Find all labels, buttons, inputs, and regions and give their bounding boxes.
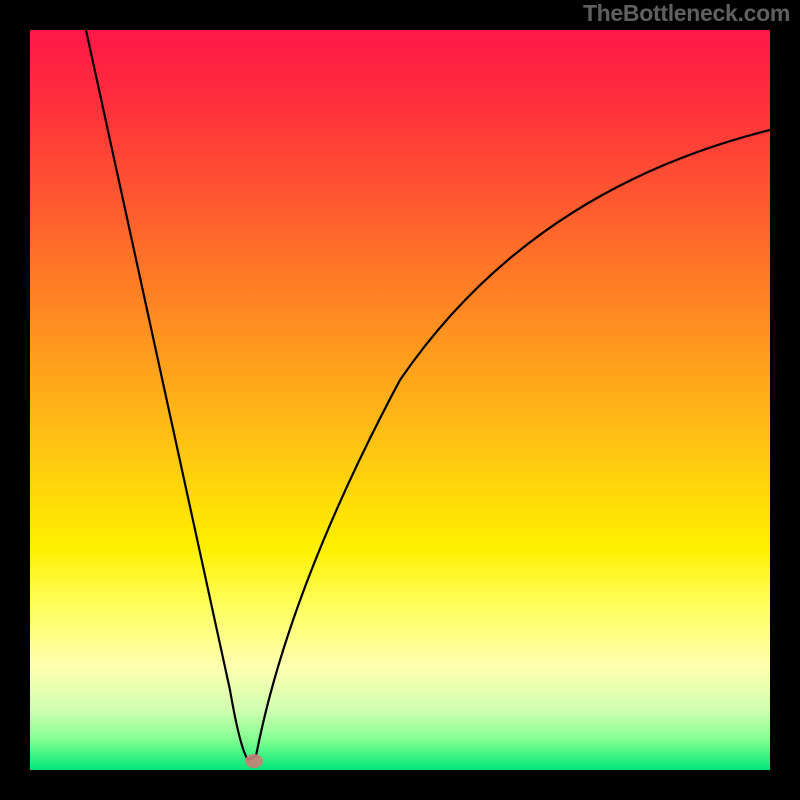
optimal-point-marker xyxy=(245,754,263,768)
bottleneck-chart xyxy=(30,30,770,770)
watermark-text: TheBottleneck.com xyxy=(583,0,790,27)
chart-container: { "watermark": { "text": "TheBottleneck.… xyxy=(0,0,800,800)
plot-area xyxy=(30,30,770,770)
gradient-background xyxy=(30,30,770,770)
